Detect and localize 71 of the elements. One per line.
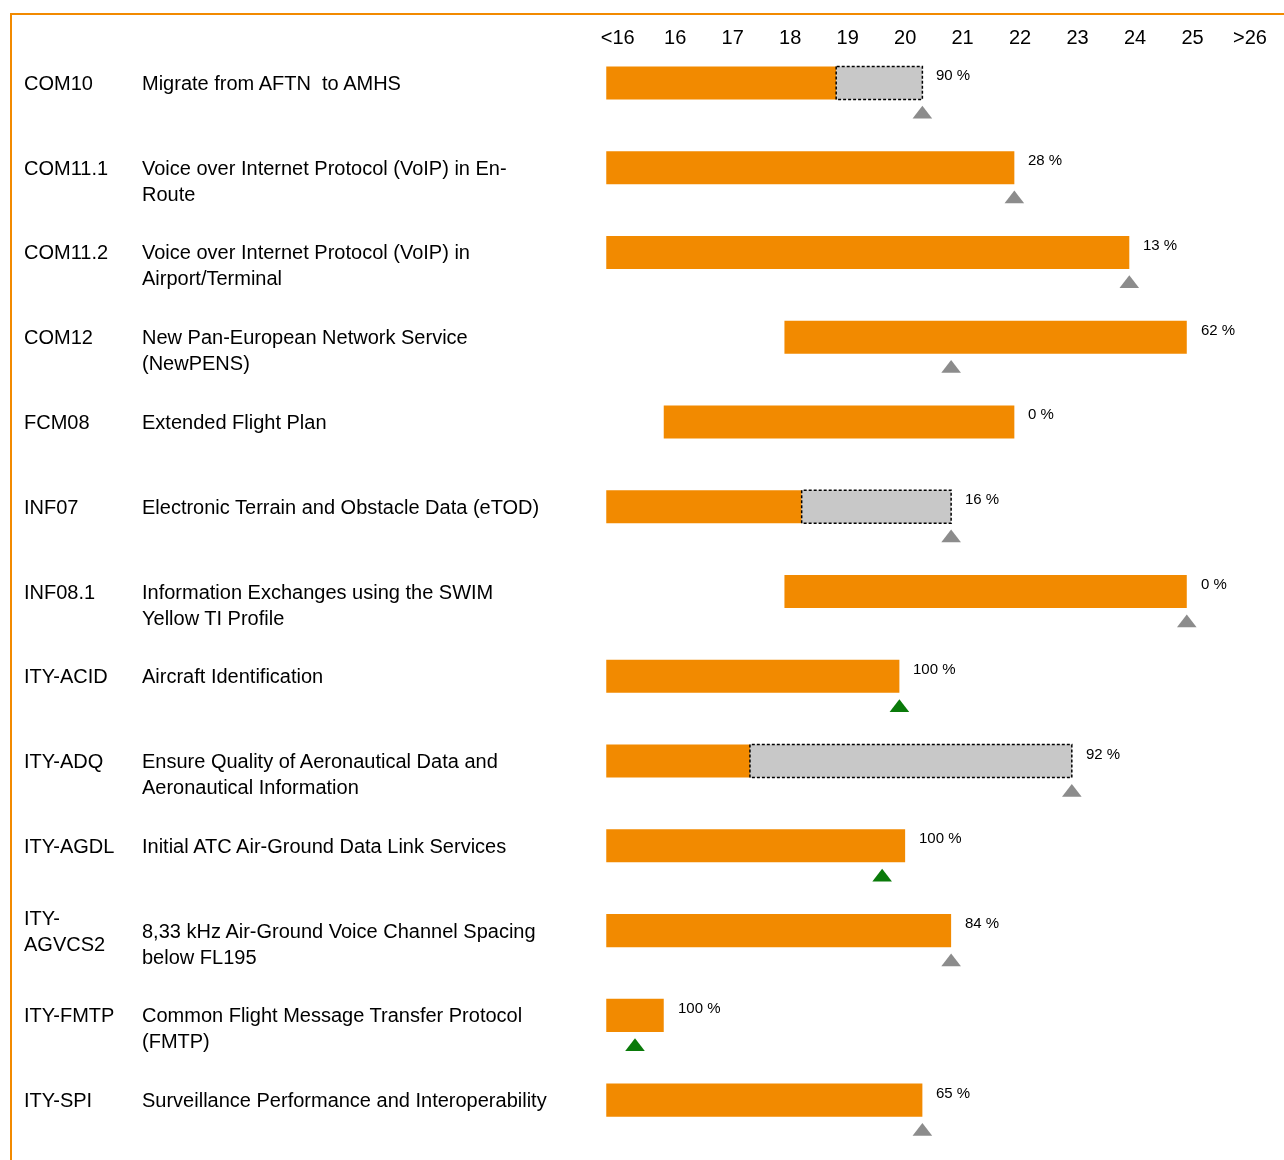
annotation: 100 % [913,660,956,677]
y-tick-label: FCM08 [24,410,90,433]
annotation: Common Flight Message Transfer Protocol (FMTP) [142,1004,523,1052]
annotation: 92 % [1086,745,1121,762]
x-tick-label: 21 [951,26,974,48]
annotation: 65 % [936,1084,971,1101]
x-tick-label: 18 [779,26,802,48]
y-tick-label: ITY-FMTP [24,1004,115,1027]
point [1062,783,1082,797]
bar [800,489,952,525]
annotation: Voice over Internet Protocol (VoIP) in En-Route [142,157,507,205]
bar [606,1083,923,1117]
annotation: 0 % [1028,405,1054,422]
bar [606,151,1015,185]
bar [835,65,924,101]
annotation: Extended Flight Plan [142,411,327,433]
annotation: 100 % [919,829,962,846]
x-tick-label: >26 [1233,26,1267,48]
bar [606,66,837,100]
annotation: Aircraft Identification [142,665,324,687]
x-tick-label: 19 [836,26,859,48]
bar [606,914,952,948]
annotation: Initial ATC Air-Ground Data Link Services [142,835,507,857]
bar [784,320,1187,354]
y-tick-label: COM11.1 [24,156,109,179]
bar [606,235,1130,269]
bar [606,490,802,524]
annotation: 100 % [678,999,721,1016]
annotation: Voice over Internet Protocol (VoIP) in Airport/Terminal [142,241,470,289]
y-tick-label: ITY-SPI [24,1089,93,1112]
y-tick-label: COM11.2 [24,241,109,264]
y-tick-label: ITY-AGVCS2 [24,906,106,955]
bar [784,574,1187,609]
annotation: Ensure Quality of Aeronautical Data and Aeronautical Information [142,750,498,798]
annotation: 62 % [1201,321,1236,338]
point [872,868,892,882]
bar [606,744,750,778]
point [941,953,961,967]
x-tick-label: <16 [600,26,635,48]
y-tick-label: ITY-ADQ [24,750,104,773]
y-tick-label: ITY-AGDL [24,834,115,857]
x-tick-label: 22 [1008,26,1032,48]
y-tick-label: INF07 [24,495,79,518]
y-tick-label: INF08.1 [24,580,96,603]
x-tick-label: 16 [664,26,687,48]
annotation: 90 % [936,66,971,83]
annotation: Migrate from AFTN to AMHS [142,72,401,94]
annotation: 28 % [1028,151,1063,168]
x-tick-label: 25 [1181,26,1204,48]
annotation: Electronic Terrain and Obstacle Data (eTOD) [142,496,540,518]
annotation: New Pan-European Network Service (NewPENS) [142,326,468,374]
annotation: 16 % [965,490,1000,507]
bar [663,405,1015,439]
x-tick-label: 24 [1123,26,1147,48]
annotation: 84 % [965,914,1000,931]
annotation: Surveillance Performance and Interoperability [142,1089,547,1111]
bar [606,829,906,863]
bar [606,659,900,693]
x-tick-label: 20 [894,26,917,48]
y-tick-label: ITY-ACID [24,665,108,688]
y-tick-label: COM10 [24,71,93,94]
annotation: 8,33 kHz Air-Ground Voice Channel Spacing below FL195 [142,920,536,968]
bar [606,998,664,1032]
bar [749,743,1073,779]
annotation: 0 % [1201,575,1227,592]
x-tick-label: 17 [721,26,744,48]
y-tick-label: COM12 [24,326,93,349]
annotation: Information Exchanges using the SWIM Yellow TI Profile [142,581,494,629]
point [941,529,961,543]
annotation: 13 % [1143,236,1178,253]
x-tick-label: 23 [1066,26,1089,48]
